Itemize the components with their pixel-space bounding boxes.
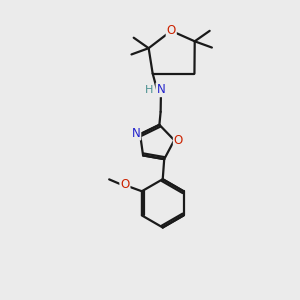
Text: N: N [132, 127, 140, 140]
Text: N: N [157, 83, 165, 96]
Text: O: O [120, 178, 130, 191]
Text: O: O [174, 134, 183, 147]
Text: O: O [167, 24, 176, 38]
Text: H: H [145, 85, 153, 95]
